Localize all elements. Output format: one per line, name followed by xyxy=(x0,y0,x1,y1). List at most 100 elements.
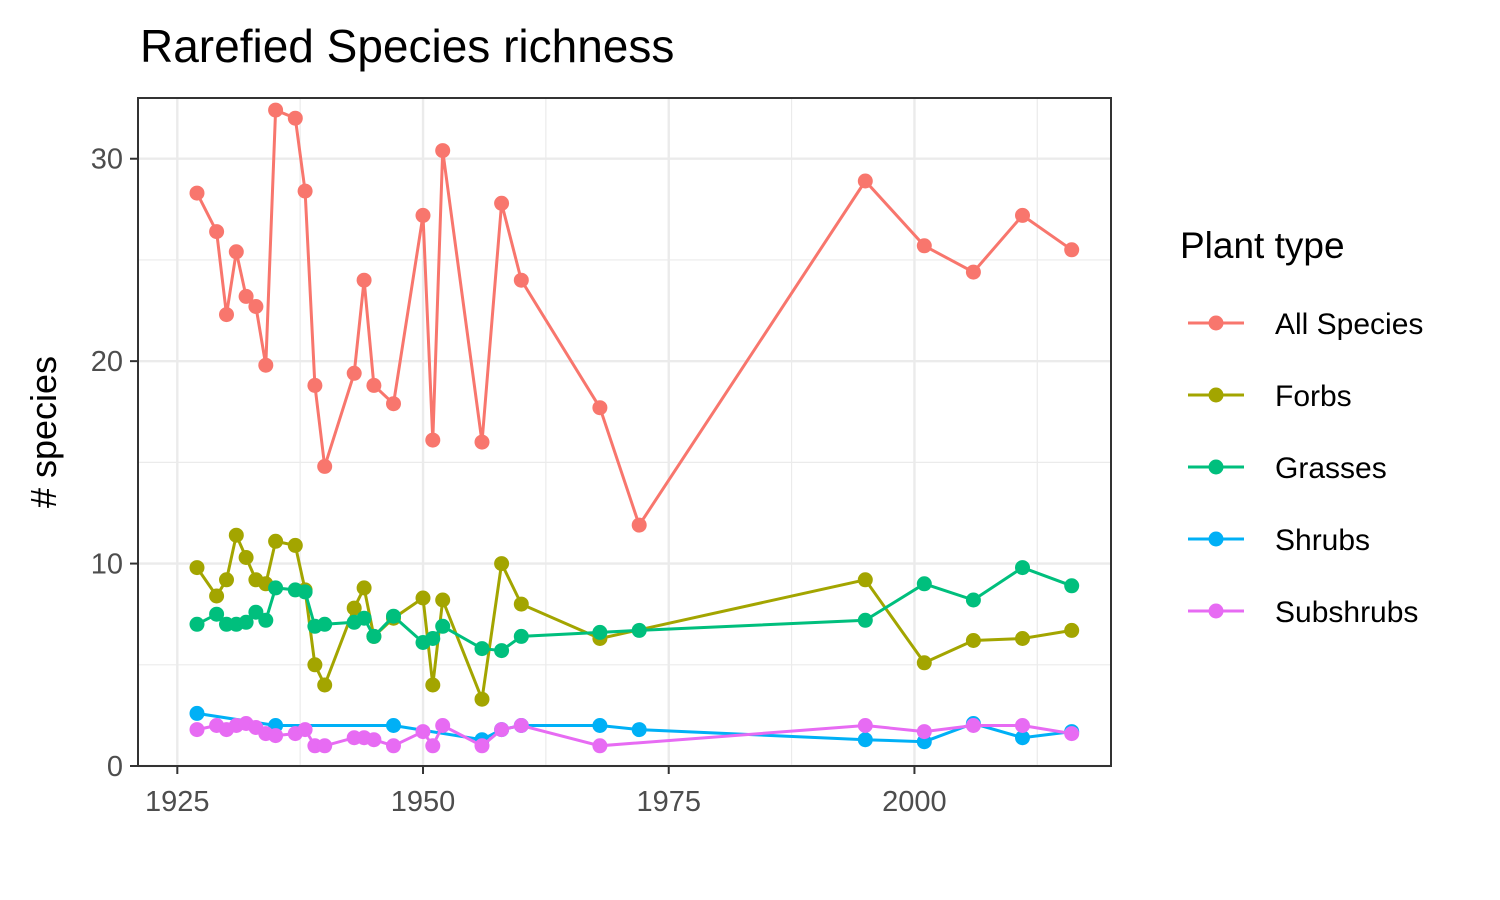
data-point-grasses xyxy=(592,624,608,640)
data-point-all-species xyxy=(415,207,431,223)
series-line-forbs xyxy=(195,530,1072,705)
data-point-shrubs xyxy=(631,722,647,738)
data-point-all-species xyxy=(297,183,313,199)
y-axis-title: # species xyxy=(23,356,64,508)
data-point-forbs xyxy=(1064,622,1080,638)
y-tick-label: 0 xyxy=(107,751,123,783)
x-tick-label: 1950 xyxy=(391,786,456,818)
data-point-grasses xyxy=(366,628,382,644)
data-point-forbs xyxy=(494,556,510,572)
data-point-grasses xyxy=(631,622,647,638)
data-point-all-species xyxy=(268,102,284,118)
x-axis-tick-labels: 1925 1950 1975 2000 xyxy=(145,786,947,818)
data-point-all-species xyxy=(592,400,608,416)
data-point-grasses xyxy=(189,616,205,632)
data-point-subshrubs xyxy=(415,724,431,740)
data-point-grasses xyxy=(425,631,441,646)
data-point-all-species xyxy=(857,173,873,189)
plot-panel-background xyxy=(138,98,1111,766)
data-point-grasses xyxy=(965,592,981,608)
data-point-subshrubs xyxy=(268,728,284,744)
legend-label-grasses: Grasses xyxy=(1275,452,1387,485)
data-point-grasses xyxy=(258,612,274,628)
data-point-all-species xyxy=(189,185,205,201)
legend-label-subshrubs: Subshrubs xyxy=(1275,596,1418,629)
data-point-all-species xyxy=(238,288,254,304)
data-point-subshrubs xyxy=(189,722,205,738)
legend-item-forbs: Forbs xyxy=(1188,380,1352,413)
data-point-subshrubs xyxy=(965,718,981,733)
data-point-grasses xyxy=(1064,578,1080,594)
data-point-subshrubs xyxy=(1064,726,1080,742)
legend-label-forbs: Forbs xyxy=(1275,380,1352,413)
y-tick-label: 10 xyxy=(91,549,123,581)
data-point-forbs xyxy=(857,572,873,588)
legend-marker-forbs xyxy=(1208,387,1224,403)
data-point-all-species xyxy=(219,307,234,323)
data-point-forbs xyxy=(228,527,244,543)
plot-panel-border xyxy=(137,97,1112,767)
x-tick-label: 1925 xyxy=(145,786,210,818)
data-point-all-species xyxy=(1064,242,1080,258)
data-point-forbs xyxy=(1015,631,1030,646)
data-point-subshrubs xyxy=(425,738,441,754)
series-all-species xyxy=(189,102,1080,533)
legend-label-all-species: All Species xyxy=(1275,308,1423,341)
data-point-all-species xyxy=(366,377,382,393)
data-point-all-species xyxy=(435,143,451,159)
legend-marker-subshrubs xyxy=(1208,603,1224,619)
data-point-subshrubs xyxy=(513,718,529,733)
data-point-subshrubs xyxy=(297,722,313,738)
data-point-grasses xyxy=(513,628,529,644)
data-point-all-species xyxy=(248,299,264,314)
data-point-all-species xyxy=(317,458,333,474)
data-point-shrubs xyxy=(189,705,205,721)
data-point-all-species xyxy=(1015,207,1030,223)
data-point-forbs xyxy=(307,657,323,673)
data-point-subshrubs xyxy=(366,732,382,748)
series-subshrubs xyxy=(189,716,1080,754)
y-tick-label: 20 xyxy=(91,346,123,378)
data-point-forbs xyxy=(209,588,225,604)
chart-title: Rarefied Species richness xyxy=(140,20,674,72)
data-point-subshrubs xyxy=(857,718,873,733)
legend-title: Plant type xyxy=(1180,225,1345,266)
data-point-forbs xyxy=(356,580,372,596)
legend-label-shrubs: Shrubs xyxy=(1275,524,1370,557)
data-point-forbs xyxy=(346,600,362,616)
data-point-grasses xyxy=(1015,560,1030,576)
data-point-grasses xyxy=(916,576,932,592)
legend-marker-shrubs xyxy=(1208,531,1224,547)
data-point-all-species xyxy=(965,264,981,280)
data-point-forbs xyxy=(513,596,529,612)
data-point-subshrubs xyxy=(1015,718,1030,733)
data-point-forbs xyxy=(317,677,333,693)
data-point-all-species xyxy=(425,432,441,448)
legend-marker-all-species xyxy=(1208,315,1224,331)
data-point-subshrubs xyxy=(435,718,451,733)
data-point-shrubs xyxy=(1015,730,1030,746)
x-tick-label: 2000 xyxy=(882,786,947,818)
data-point-all-species xyxy=(386,396,401,412)
data-point-all-species xyxy=(513,272,529,288)
data-point-forbs xyxy=(189,560,205,576)
data-point-grasses xyxy=(317,616,333,632)
data-point-forbs xyxy=(435,592,451,608)
data-point-all-species xyxy=(209,224,225,240)
data-point-all-species xyxy=(307,377,323,393)
data-point-forbs xyxy=(425,677,441,693)
legend-item-all-species: All Species xyxy=(1188,308,1423,341)
data-point-subshrubs xyxy=(916,724,932,740)
data-point-grasses xyxy=(248,604,264,620)
data-point-shrubs xyxy=(386,718,401,733)
legend-item-subshrubs: Subshrubs xyxy=(1188,596,1418,629)
data-point-forbs xyxy=(916,655,932,671)
y-tick-label: 30 xyxy=(91,144,123,176)
legend-marker-grasses xyxy=(1208,459,1224,475)
data-point-grasses xyxy=(356,610,372,626)
data-point-forbs xyxy=(474,691,490,707)
data-point-all-species xyxy=(356,272,372,288)
data-point-subshrubs xyxy=(474,738,490,754)
data-point-forbs xyxy=(415,590,431,606)
